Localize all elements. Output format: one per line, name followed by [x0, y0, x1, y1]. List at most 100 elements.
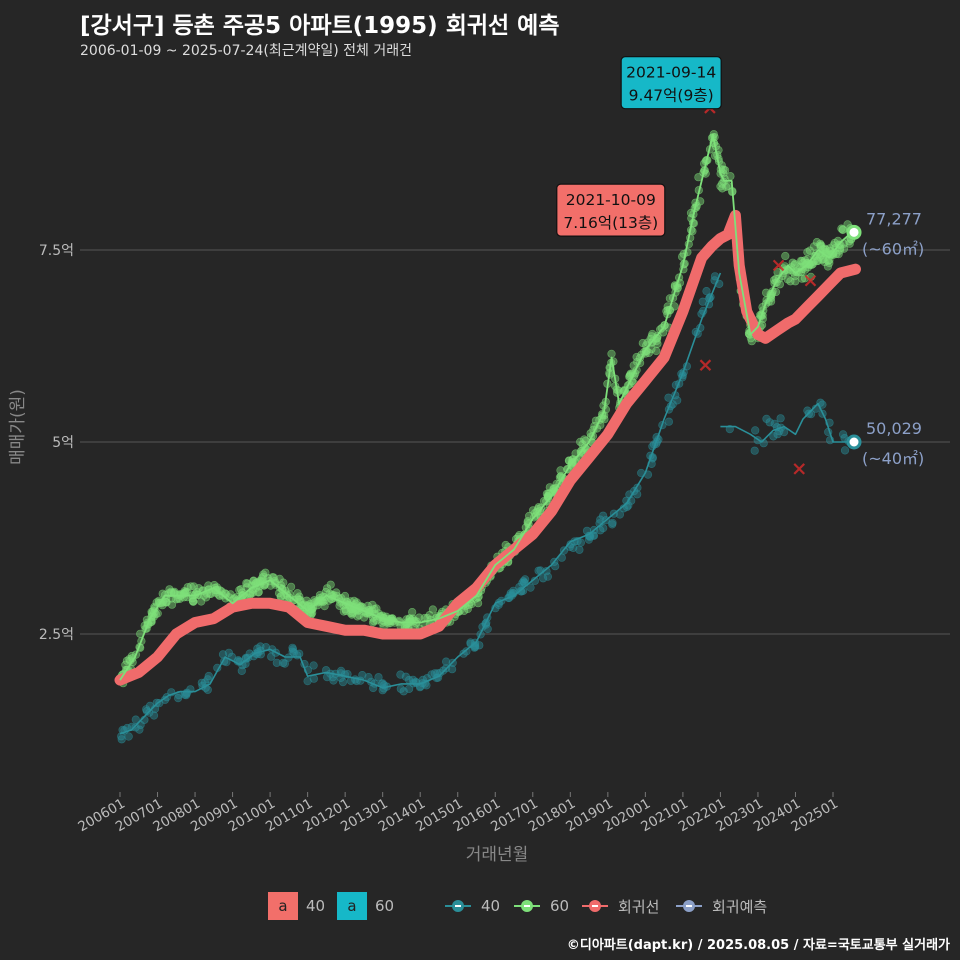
transaction-point-60	[326, 580, 335, 589]
transaction-point-40	[309, 661, 318, 670]
legend-fill-label: 40	[306, 897, 326, 915]
transaction-point-40	[702, 287, 711, 296]
transaction-point-60	[245, 590, 255, 600]
transaction-point-60	[186, 582, 195, 591]
transaction-point-40	[462, 647, 471, 656]
transaction-point-40	[596, 526, 605, 535]
legend-fill-key: a	[337, 892, 367, 920]
y-axis: 2.5억 5억 7.5억	[39, 243, 74, 643]
transaction-point-40	[149, 711, 159, 720]
transaction-point-40	[358, 670, 367, 680]
transaction-point-60	[726, 172, 735, 181]
legend-line-label: 60	[550, 897, 570, 915]
legend-line-key	[582, 899, 608, 913]
transaction-point-40	[288, 647, 297, 656]
transaction-point-40	[459, 649, 468, 658]
transaction-point-60	[607, 349, 616, 359]
y-tick-label: 7.5억	[39, 243, 74, 259]
transaction-point-60	[816, 241, 825, 250]
transaction-point-40	[518, 578, 527, 588]
transaction-point-40	[779, 428, 789, 437]
legend-line-item: 60	[514, 892, 569, 920]
cancelled-transaction-mark	[793, 463, 806, 475]
legend-line-item: 회귀예측	[676, 892, 767, 920]
y-tick-label: 2.5억	[39, 627, 74, 643]
legend-fill-key: a	[268, 892, 298, 920]
transaction-point-60	[254, 587, 263, 597]
legend-line-label: 회귀선	[618, 897, 660, 916]
transaction-point-60	[460, 606, 469, 616]
annotation-label: 2021-09-14 9.47억(9층)	[620, 56, 722, 110]
transaction-point-60	[580, 435, 589, 444]
legend-line-key	[676, 899, 702, 913]
transaction-point-60	[308, 608, 317, 617]
transaction-point-60	[790, 261, 799, 270]
series-lines	[114, 133, 861, 735]
legend-line-label: 회귀예측	[712, 897, 768, 916]
transaction-point-60	[837, 224, 846, 233]
transaction-point-60	[226, 590, 235, 599]
transaction-point-60	[834, 250, 843, 259]
legend-line-label: 40	[481, 897, 501, 915]
transaction-point-60	[838, 225, 847, 235]
transaction-point-40	[399, 687, 408, 696]
transaction-point-40	[174, 693, 183, 703]
cancelled-transaction-mark	[772, 259, 785, 272]
legend-fill-label: 60	[375, 897, 395, 915]
series-line-40-recent	[720, 402, 852, 443]
transaction-point-40	[596, 515, 605, 524]
transaction-point-40	[751, 426, 760, 435]
regression-line	[114, 209, 861, 686]
transaction-point-40	[364, 672, 373, 682]
transaction-point-60	[824, 256, 833, 266]
transaction-point-60	[463, 604, 472, 614]
transaction-point-40	[272, 658, 281, 667]
legend-line-item: 회귀선	[582, 892, 659, 920]
legend-line-key	[514, 899, 540, 913]
transaction-point-40	[378, 686, 387, 695]
latest-area-label: (~40㎡)	[862, 449, 924, 468]
transaction-point-60	[287, 582, 296, 591]
latest-value-marker	[846, 224, 862, 240]
transaction-point-60	[797, 274, 807, 283]
transaction-point-40	[773, 430, 782, 439]
legend: a 40 a 60 40 60 회귀선 회귀예측	[0, 892, 960, 922]
annotation-label: 2021-10-09 7.16억(13층)	[556, 183, 666, 237]
transaction-point-40	[131, 715, 140, 724]
transaction-point-60	[648, 329, 657, 339]
transaction-point-40	[203, 675, 212, 684]
transaction-point-60	[653, 339, 662, 349]
transaction-point-60	[808, 260, 817, 269]
transaction-point-40	[135, 725, 144, 734]
transaction-point-60	[341, 605, 350, 614]
transaction-point-60	[576, 437, 585, 447]
transaction-point-40	[599, 523, 608, 533]
annotation-value: 9.47억(9층)	[629, 87, 714, 105]
transaction-point-60	[528, 506, 538, 515]
chart-canvas: 2.5억 5억 7.5억 20060120070120080120090120100…	[8, 56, 950, 865]
transaction-point-60	[786, 277, 795, 286]
transaction-point-40	[538, 574, 548, 583]
transaction-point-40	[608, 518, 617, 528]
legend-fill-item: a 40	[268, 892, 325, 920]
transaction-point-40	[765, 418, 774, 427]
latest-value-marker	[846, 434, 862, 450]
chart-subtitle: 2006-01-09 ~ 2025-07-24(최근계약일) 전체 거래건	[80, 43, 412, 59]
transaction-point-40	[475, 641, 484, 650]
transaction-point-60	[310, 596, 319, 605]
legend-line-key	[445, 899, 471, 913]
transaction-point-60	[188, 596, 197, 606]
chart-title: [강서구] 등촌 주공5 아파트(1995) 회귀선 예측	[80, 13, 560, 39]
transaction-point-60	[259, 570, 268, 579]
transaction-point-40	[303, 676, 312, 686]
transaction-point-60	[122, 656, 131, 665]
transaction-point-40	[117, 735, 126, 744]
transaction-point-40	[589, 531, 598, 540]
cancelled-transaction-mark	[804, 274, 817, 287]
transaction-point-60	[830, 238, 839, 247]
transaction-point-40	[280, 659, 290, 668]
y-axis-title: 매매가(원)	[8, 389, 28, 465]
transaction-point-40	[435, 668, 444, 678]
transaction-point-40	[776, 414, 785, 423]
transaction-point-40	[543, 572, 553, 581]
